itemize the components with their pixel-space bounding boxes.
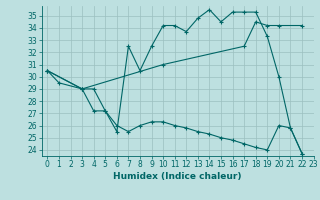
X-axis label: Humidex (Indice chaleur): Humidex (Indice chaleur) [113, 172, 242, 181]
